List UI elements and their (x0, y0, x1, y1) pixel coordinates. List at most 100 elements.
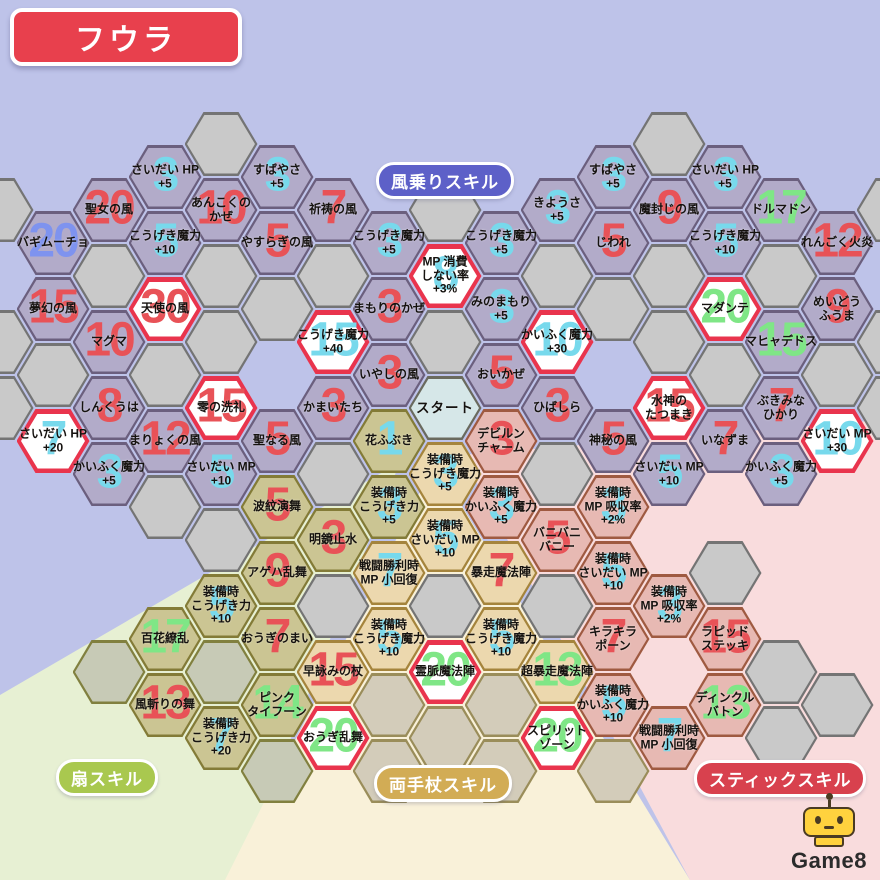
empty-hex (240, 277, 314, 341)
unlock-skill-hex[interactable]: 30 天使の風 (128, 277, 202, 341)
skill-hex[interactable]: 7 戦闘勝利時 MP 小回復 (352, 541, 426, 605)
skill-hex[interactable]: 5 聖なる風 (240, 409, 314, 473)
skill-hex[interactable]: 9 アゲハ乱舞 (240, 541, 314, 605)
skill-label: バギムーチョ (16, 235, 89, 250)
skill-hex[interactable]: 5 やすらぎの風 (240, 211, 314, 275)
skill-hex[interactable]: 3 かまいたち (296, 376, 370, 440)
skill-hex[interactable]: 13 風斬りの舞 (128, 673, 202, 737)
skill-hex[interactable]: 13 ディンクル バトン (688, 673, 762, 737)
skill-hex[interactable]: 3 みのまもり +5 (464, 277, 538, 341)
empty-hex (72, 244, 146, 308)
skill-hex[interactable]: 3 さいだい HP +5 (688, 145, 762, 209)
skill-hex[interactable]: 9 魔封じの風 (632, 178, 706, 242)
skill-hex[interactable]: 5 神秘の風 (576, 409, 650, 473)
skill-hex[interactable]: 15 夢幻の風 (16, 277, 90, 341)
skill-hex[interactable]: 20 バギムーチョ (16, 211, 90, 275)
skill-label: マダンテ (700, 301, 749, 316)
skill-label: さいだい HP +20 (18, 426, 87, 454)
unlock-skill-hex[interactable]: 10 かいふく魔力 +30 (520, 310, 594, 374)
stick-skill-region-label: スティックスキル (694, 760, 867, 797)
skill-hex[interactable]: 7 ぶきみな ひかり (744, 376, 818, 440)
skill-hex[interactable]: 12 れんごく火炎 (800, 211, 874, 275)
unlock-skill-hex[interactable]: 20 スピリット ゾーン (520, 706, 594, 770)
skill-label: やすらぎの風 (240, 235, 313, 250)
skill-hex[interactable]: 7 いなずま (688, 409, 762, 473)
skill-hex[interactable]: 3 装備時 MP 吸収率 +2% (576, 475, 650, 539)
skill-hex[interactable]: 3 装備時 こうげき魔力 +5 (408, 442, 482, 506)
skill-hex[interactable]: 15 ラピッド ステッキ (688, 607, 762, 671)
unlock-skill-hex[interactable]: 20 霊脈魔法陣 (408, 640, 482, 704)
skill-hex[interactable]: 5 装備時 こうげき魔力 +10 (352, 607, 426, 671)
skill-hex[interactable]: 7 祈祷の風 (296, 178, 370, 242)
skill-hex[interactable]: 5 さいだい MP +10 (632, 442, 706, 506)
skill-label: かいふく魔力 +5 (72, 459, 145, 487)
skill-hex[interactable]: 3 かいふく魔力 +5 (744, 442, 818, 506)
skill-hex[interactable]: 3 ひばしら (520, 376, 594, 440)
skill-hex[interactable]: 5 装備時 こうげき力 +10 (184, 574, 258, 638)
skill-hex[interactable]: 5 装備時 かいふく魔力 +10 (576, 673, 650, 737)
skill-label: ラピッド ステッキ (700, 624, 749, 652)
skill-hex[interactable]: 15 早詠みの杖 (296, 640, 370, 704)
unlock-skill-hex[interactable]: 7 さいだい HP +20 (16, 409, 90, 473)
unlock-skill-hex[interactable]: 15 こうげき魔力 +40 (296, 310, 370, 374)
skill-hex[interactable]: 10 マグマ (72, 310, 146, 374)
unlock-skill-hex[interactable]: 10 さいだい MP +30 (800, 409, 874, 473)
skill-hex[interactable]: 5 バニバニ バニー (520, 508, 594, 572)
skill-hex[interactable]: 14 ピンク タイフーン (240, 673, 314, 737)
skill-hex[interactable]: 17 ドルマドン (744, 178, 818, 242)
skill-hex[interactable]: 3 装備時 かいふく魔力 +5 (464, 475, 538, 539)
game8-logo: Game8 (786, 793, 872, 874)
skill-hex[interactable]: 3 かいふく魔力 +5 (72, 442, 146, 506)
skill-label: 装備時 こうげき魔力 +10 (352, 617, 425, 659)
skill-cost: 7 (712, 412, 740, 466)
skill-hex[interactable]: 5 波紋演舞 (240, 475, 314, 539)
unlock-skill-hex[interactable]: 20 マダンテ (688, 277, 762, 341)
skill-hex[interactable]: 9 めいどう ふうま (800, 277, 874, 341)
skill-hex[interactable]: 7 キラキラ ポーン (576, 607, 650, 671)
unlock-skill-hex[interactable]: 20 おうぎ乱舞 (296, 706, 370, 770)
skill-hex[interactable]: 3 デビルン チャーム (464, 409, 538, 473)
skill-hex[interactable]: 17 百花繚乱 (128, 607, 202, 671)
skill-hex[interactable]: 5 装備時 こうげき魔力 +10 (464, 607, 538, 671)
skill-hex[interactable]: 5 装備時 さいだい MP +10 (408, 508, 482, 572)
skill-hex[interactable]: 3 さいだい HP +5 (128, 145, 202, 209)
unlock-skill-hex[interactable]: 15 零の洗礼 (184, 376, 258, 440)
skill-hex[interactable]: 5 おいかぜ (464, 343, 538, 407)
skill-hex[interactable]: 7 おうぎのまい (240, 607, 314, 671)
skill-hex[interactable]: 3 こうげき魔力 +5 (464, 211, 538, 275)
skill-hex[interactable]: 5 装備時 さいだい MP +10 (576, 541, 650, 605)
skill-hex[interactable]: 15 マヒャデドス (744, 310, 818, 374)
skill-hex[interactable]: 3 いやしの風 (352, 343, 426, 407)
skill-hex[interactable]: 20 聖女の風 (72, 178, 146, 242)
skill-label: 装備時 こうげき力 +5 (358, 485, 419, 527)
skill-hex[interactable]: 3 すばやさ +5 (240, 145, 314, 209)
skill-hex[interactable]: 3 装備時 こうげき力 +5 (352, 475, 426, 539)
skill-hex[interactable]: 3 こうげき魔力 +5 (352, 211, 426, 275)
skill-cost: 5 (600, 214, 628, 268)
unlock-skill-hex[interactable]: 15 水神の たつまき (632, 376, 706, 440)
skill-hex[interactable]: 3 装備時 MP 吸収率 +2% (632, 574, 706, 638)
skill-hex[interactable]: 10 あんこくの かぜ (184, 178, 258, 242)
skill-hex[interactable]: 5 こうげき魔力 +10 (688, 211, 762, 275)
skill-hex[interactable]: 3 明鏡止水 (296, 508, 370, 572)
skill-hex[interactable]: 5 じわれ (576, 211, 650, 275)
skill-hex[interactable]: 5 こうげき魔力 +10 (128, 211, 202, 275)
skill-cost: 8 (96, 379, 124, 433)
skill-label: デビルン チャーム (477, 426, 525, 454)
empty-hex (744, 706, 818, 770)
skill-hex[interactable]: 7 暴走魔法陣 (464, 541, 538, 605)
skill-hex[interactable]: 1 花ふぶき (352, 409, 426, 473)
skill-cost: 12 (140, 412, 191, 466)
skill-label: 装備時 かいふく魔力 +10 (576, 683, 649, 725)
skill-hex[interactable]: 12 まりょくの風 (128, 409, 202, 473)
skill-hex[interactable]: 3 まもりのかぜ (352, 277, 426, 341)
skill-hex[interactable]: 5 さいだい MP +10 (184, 442, 258, 506)
skill-hex[interactable]: 7 装備時 こうげき力 +20 (184, 706, 258, 770)
skill-hex[interactable]: 7 戦闘勝利時 MP 小回復 (632, 706, 706, 770)
skill-hex[interactable]: 8 しんくうは (72, 376, 146, 440)
skill-hex[interactable]: 3 すばやさ +5 (576, 145, 650, 209)
skill-hex[interactable]: 3 きようさ +5 (520, 178, 594, 242)
skill-label: さいだい MP +30 (802, 426, 872, 454)
unlock-skill-hex[interactable]: 8 MP 消費 しない率 +3% (408, 244, 482, 308)
skill-hex[interactable]: 13 超暴走魔法陣 (520, 640, 594, 704)
